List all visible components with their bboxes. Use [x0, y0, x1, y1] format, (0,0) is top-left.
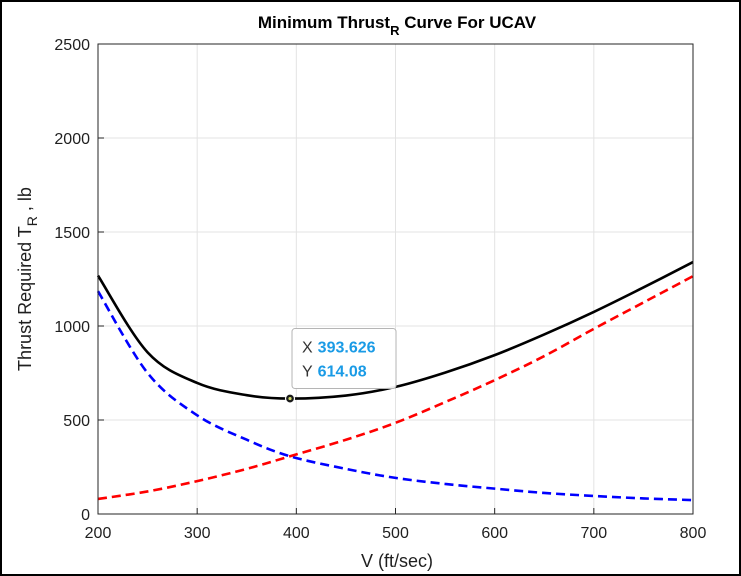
data-tip-x-label: X: [302, 340, 313, 357]
data-tip-y-row: Y 614.08: [302, 364, 367, 381]
axis-ticks: 200 300 400 500 600 700 800 0 500 1000 1500 2000 250…: [54, 37, 706, 542]
chart-title-suffix: Curve For UCAV: [399, 13, 536, 32]
data-tip-x-row: X 393.626: [302, 340, 376, 357]
x-tick-label: 500: [382, 525, 409, 542]
y-tick-label: 0: [81, 507, 90, 524]
grid: [97, 43, 694, 515]
y-tick-label: 500: [63, 413, 90, 430]
y-axis-label-suffix: , lb: [15, 187, 35, 216]
data-tip-marker-core: [288, 396, 292, 401]
chart-title-main: Minimum Thrust: [258, 13, 391, 32]
x-axis-label: V (ft/sec): [361, 551, 433, 571]
y-axis-label: Thrust Required TR , lb: [15, 187, 40, 371]
blue-dashed-curve: [96, 290, 694, 502]
y-tick-label: 1000: [54, 319, 90, 336]
y-axis-label-subscript: R: [24, 216, 40, 226]
red-dashed-curve: [97, 275, 694, 501]
data-tip-y-label: Y: [302, 364, 313, 381]
y-tick-label: 1500: [54, 225, 90, 242]
data-tip-y-value: 614.08: [318, 364, 367, 381]
x-tick-label: 400: [283, 525, 310, 542]
x-tick-label: 700: [580, 525, 607, 542]
x-tick-label: 200: [85, 525, 112, 542]
x-tick-label: 800: [680, 525, 707, 542]
y-tick-label: 2500: [54, 37, 90, 54]
x-tick-label: 600: [481, 525, 508, 542]
y-axis-label-main: Thrust Required T: [15, 226, 35, 371]
data-tip[interactable]: X 393.626 Y 614.08: [284, 328, 397, 404]
data-tip-box[interactable]: [291, 328, 397, 390]
data-tip-x-value: 393.626: [318, 340, 376, 357]
x-tick-label: 300: [184, 525, 211, 542]
y-tick-label: 2000: [54, 131, 90, 148]
chart-title-subscript: R: [390, 23, 400, 38]
chart-title: Minimum ThrustR Curve For UCAV: [258, 13, 537, 38]
